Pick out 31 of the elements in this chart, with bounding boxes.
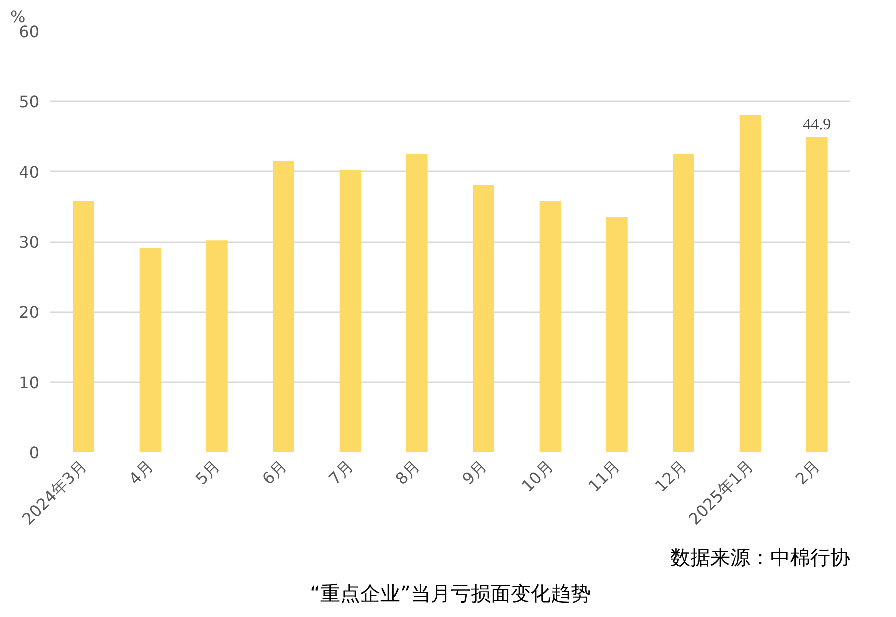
y-tick-label: 0 [29,444,40,462]
y-tick-label: 30 [19,233,40,252]
bar [540,201,562,452]
bar [273,161,294,452]
bar [606,217,628,452]
bar [73,201,94,452]
bar [406,154,428,452]
x-tick-label: 12月 [651,456,691,496]
source-note: 数据来源：中棉行协 [670,546,850,570]
y-tick-label: 50 [19,92,40,112]
x-tick-label: 2月 [792,456,824,489]
bar [473,185,494,452]
x-tick-label: 8月 [392,456,424,489]
text: “重点企业”当月亏损面变化趋势 [310,582,591,606]
bar [740,115,762,452]
data-label: 44.9 [803,116,832,134]
x-tick-label: 9月 [458,456,491,489]
x-tick-label: 10月 [518,456,558,496]
bar [206,240,228,452]
y-tick-label: 20 [19,303,40,322]
x-tick-label: 5月 [192,456,224,489]
bar [673,154,694,452]
bar [140,248,162,452]
y-tick-label: 10 [19,373,40,392]
x-tick-label: 4月 [125,456,158,489]
bar [806,137,828,452]
y-tick-label: 40 [19,162,40,182]
bar [340,170,362,452]
x-tick-label: 11月 [584,456,624,496]
x-tick-label: 6月 [258,456,291,489]
x-tick-label: 7月 [325,456,358,489]
